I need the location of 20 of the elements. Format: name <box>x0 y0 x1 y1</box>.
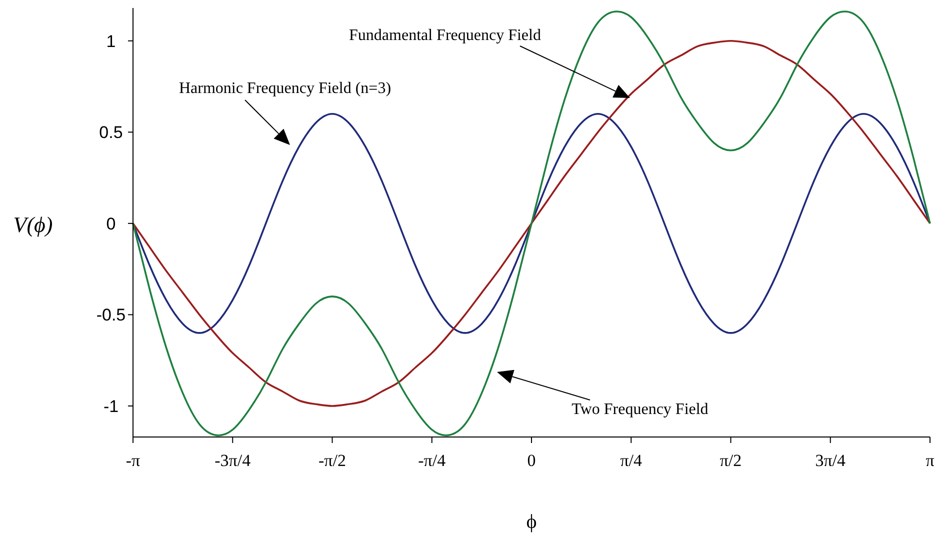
x-tick-label: π/2 <box>720 451 742 470</box>
y-tick-label: -0.5 <box>96 306 126 325</box>
annotation: Fundamental Frequency Field <box>349 27 541 44</box>
x-tick-label: 0 <box>527 451 536 470</box>
line-series <box>132 112 931 334</box>
x-tick-label: -π <box>126 451 141 470</box>
x-tick-label: -π/2 <box>318 451 346 470</box>
x-tick-label: π <box>926 451 935 470</box>
x-tick-label: π/4 <box>620 451 643 470</box>
x-axis-title: ϕ <box>526 511 537 533</box>
y-axis-title: V(ϕ) <box>13 212 53 237</box>
x-tick-label: 3π/4 <box>815 451 846 470</box>
x-tick-label: -3π/4 <box>214 451 252 470</box>
annotation: Harmonic Frequency Field (n=3) <box>178 80 392 97</box>
y-tick-label: 0.5 <box>99 123 123 142</box>
y-tick-label: 0 <box>106 214 116 234</box>
y-tick-label: -1 <box>103 396 119 416</box>
y-tick-label: 1 <box>106 32 116 51</box>
annotation: Two Frequency Field <box>572 401 708 418</box>
x-tick-label: -π/4 <box>418 451 446 470</box>
